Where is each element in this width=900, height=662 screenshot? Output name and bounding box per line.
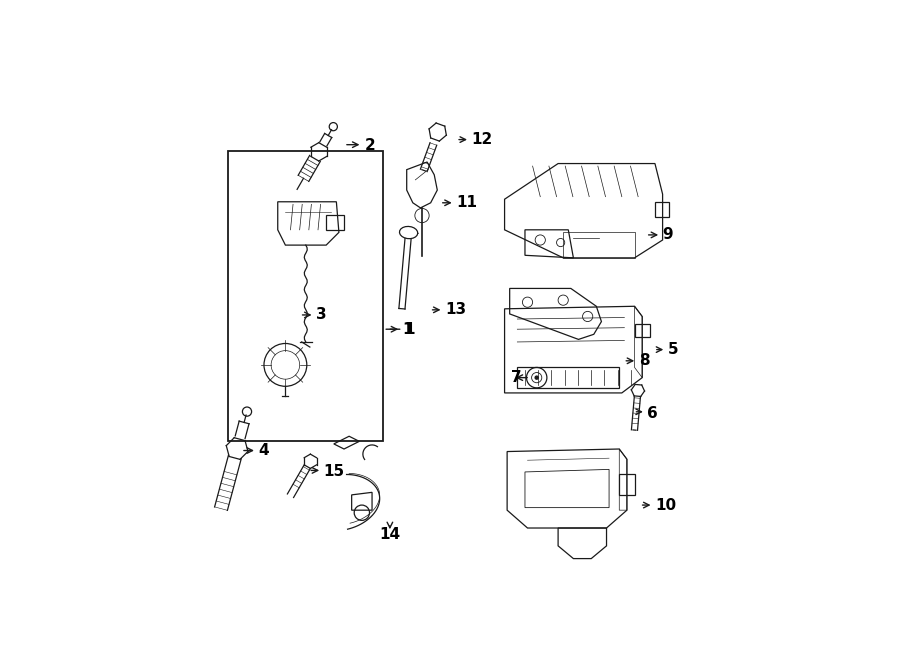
Text: 14: 14 [379,527,400,542]
Circle shape [536,376,538,379]
Text: 4: 4 [258,443,269,458]
Text: 13: 13 [445,303,466,317]
Bar [228,151,383,442]
Text: 1: 1 [404,322,415,337]
Text: 11: 11 [456,195,477,211]
Text: 7: 7 [511,370,522,385]
Text: 9: 9 [662,228,673,242]
Text: 1: 1 [402,322,413,337]
Text: 3: 3 [316,307,327,322]
Text: 8: 8 [639,354,649,368]
Text: 12: 12 [472,132,492,147]
Text: 10: 10 [655,498,676,512]
Text: 2: 2 [364,138,375,153]
Text: 6: 6 [647,406,658,421]
Text: 5: 5 [668,342,679,357]
Text: 15: 15 [324,465,345,479]
